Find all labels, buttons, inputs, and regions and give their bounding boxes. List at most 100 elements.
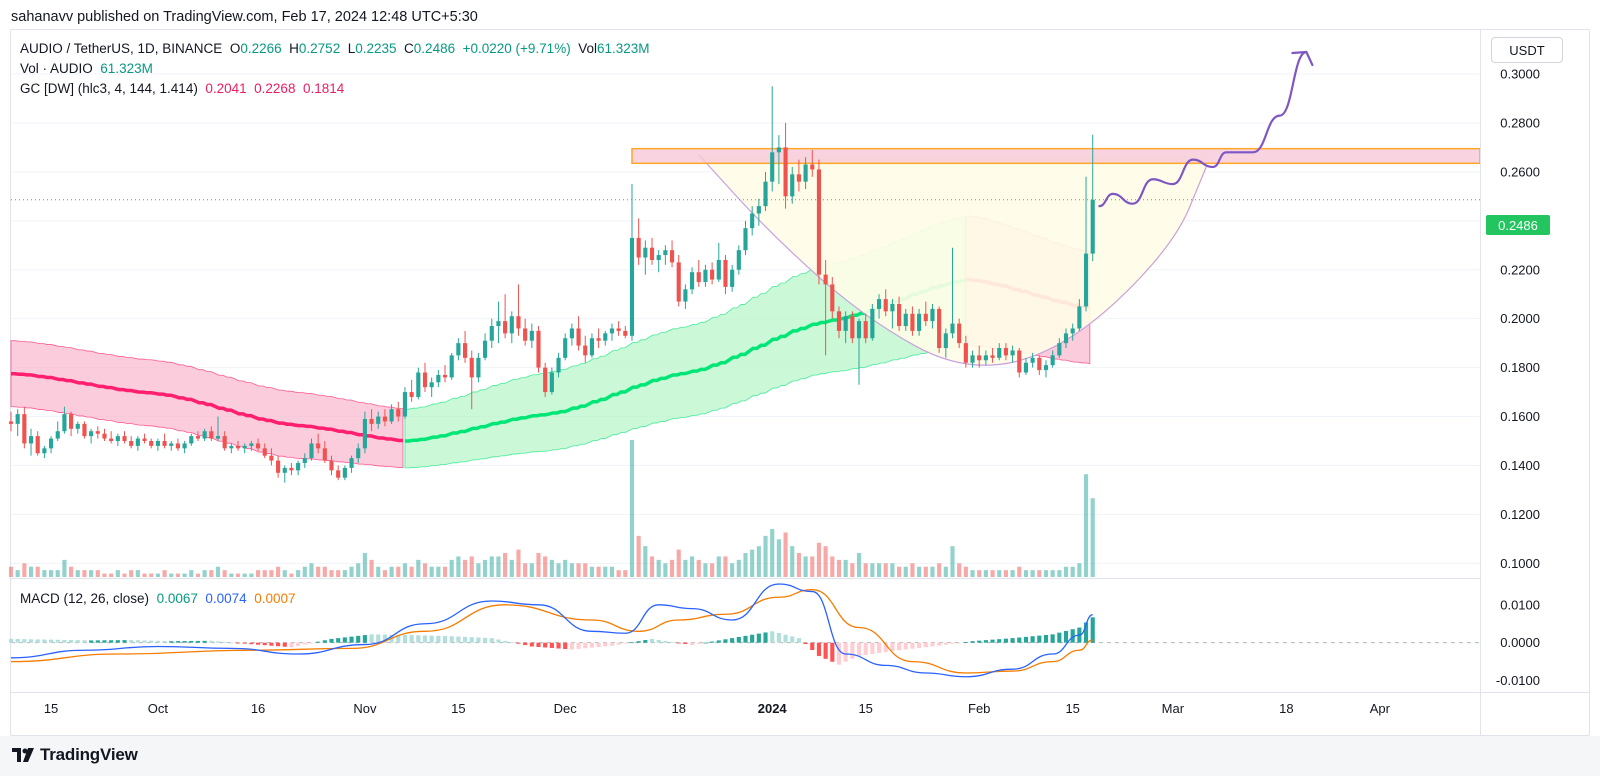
time-tick-label: 18: [671, 701, 685, 716]
volume-bar: [957, 563, 962, 577]
volume-bar: [149, 573, 154, 577]
volume-bar: [69, 566, 74, 577]
macd-histogram-bar: [329, 638, 334, 643]
macd-histogram-bar: [723, 639, 728, 643]
macd-histogram-bar: [202, 640, 207, 643]
macd-histogram-bar: [175, 641, 181, 643]
candle-body: [382, 416, 387, 422]
candle-body: [543, 367, 548, 393]
macd-histogram-bar: [1057, 632, 1062, 643]
volume-bar: [82, 570, 87, 577]
price-tick-label: 0.3000: [1500, 67, 1540, 82]
candle-body: [850, 316, 855, 339]
volume-bar: [503, 553, 508, 577]
volume-bar: [549, 559, 554, 577]
candle-body: [790, 174, 795, 197]
candle-body: [683, 289, 688, 302]
macd-histogram-bar: [102, 640, 107, 643]
volume-bar: [1010, 570, 1015, 577]
chart-canvas[interactable]: 0.30000.28000.26000.24000.22000.20000.18…: [0, 0, 1600, 736]
candle-body: [910, 313, 915, 331]
candle-body: [402, 392, 408, 417]
volume-bar: [523, 563, 528, 577]
candle-body: [376, 416, 381, 424]
time-tick-label: Feb: [968, 701, 990, 716]
macd-histogram-bar: [462, 636, 468, 643]
macd-histogram-bar: [342, 637, 347, 643]
volume-bar: [603, 566, 608, 577]
volume-bar: [229, 573, 234, 577]
candle-body: [997, 348, 1002, 358]
macd-histogram-bar: [649, 638, 655, 643]
candlesticks: [8, 86, 1095, 483]
candle-body: [336, 470, 341, 478]
macd-histogram-bar: [549, 642, 554, 648]
candle-body: [1057, 343, 1062, 356]
volume-bar: [850, 563, 855, 577]
macd-histogram-bar: [8, 638, 14, 643]
volume-bar: [556, 563, 561, 577]
candle-body: [296, 463, 301, 471]
volume-bar: [155, 573, 160, 577]
volume-bar: [416, 559, 421, 577]
volume-bar: [736, 559, 741, 577]
volume-bar: [856, 553, 862, 577]
candle-body: [1043, 365, 1049, 371]
macd-histogram-bar: [943, 642, 948, 645]
macd-histogram-bar: [289, 642, 294, 648]
volume-bar: [102, 573, 107, 577]
currency-button[interactable]: USDT: [1491, 37, 1563, 63]
volume-bar: [516, 549, 521, 577]
candle-body: [977, 355, 982, 361]
macd-histogram-bar: [556, 642, 561, 649]
volume-bar: [943, 566, 948, 577]
macd-histogram-bar: [903, 642, 908, 650]
macd-histogram-bar: [215, 641, 221, 643]
volume-bar: [636, 535, 641, 577]
candle-body: [957, 323, 962, 344]
volume-bar: [750, 549, 755, 577]
candle-body: [897, 304, 902, 327]
candle-body: [703, 269, 708, 282]
tradingview-logo[interactable]: TradingView: [12, 745, 138, 765]
volume-bar: [903, 566, 908, 577]
macd-histogram-bar: [503, 640, 508, 643]
macd-histogram-bar: [449, 636, 454, 643]
volume-bar: [436, 566, 441, 577]
candle-body: [189, 436, 194, 444]
candle-body: [162, 441, 167, 446]
volume-bar: [997, 570, 1002, 577]
legend-change: +0.0220 (+9.71%): [462, 41, 571, 56]
volume-bar: [302, 566, 307, 577]
macd-histogram-bar: [255, 642, 261, 645]
legend-gc: GC [DW] (hlc3, 4, 144, 1.414) 0.2041 0.2…: [20, 81, 344, 96]
macd-histogram-bar: [1050, 634, 1055, 643]
candle-body: [182, 443, 187, 449]
candle-body: [856, 321, 862, 339]
candle-body: [1090, 199, 1095, 254]
gc-down-band-midline: [11, 371, 403, 443]
volume-bar: [255, 570, 261, 577]
volume-bar: [42, 570, 47, 577]
candle-body: [69, 414, 74, 429]
candle-body: [122, 436, 127, 441]
candle-body: [416, 372, 421, 397]
volume-bar: [1063, 566, 1069, 577]
candle-body: [22, 414, 27, 444]
macd-histogram-bar: [783, 634, 788, 643]
macd-tick-label: -0.0100: [1496, 673, 1540, 688]
candle-body: [1017, 350, 1022, 373]
macd-histogram-bar: [970, 641, 975, 643]
candle-body: [1050, 355, 1055, 366]
volume-bar: [369, 559, 374, 577]
volume-bar: [569, 563, 574, 577]
volume-bar: [690, 556, 695, 577]
macd-histogram-bar: [1063, 630, 1069, 643]
candle-body: [723, 259, 728, 287]
macd-histogram-bar: [816, 642, 822, 656]
candle-body: [890, 304, 895, 312]
candle-body: [135, 438, 140, 446]
candle-body: [35, 436, 40, 454]
volume-bars: [8, 440, 1095, 577]
macd-histogram-bar: [529, 642, 534, 647]
